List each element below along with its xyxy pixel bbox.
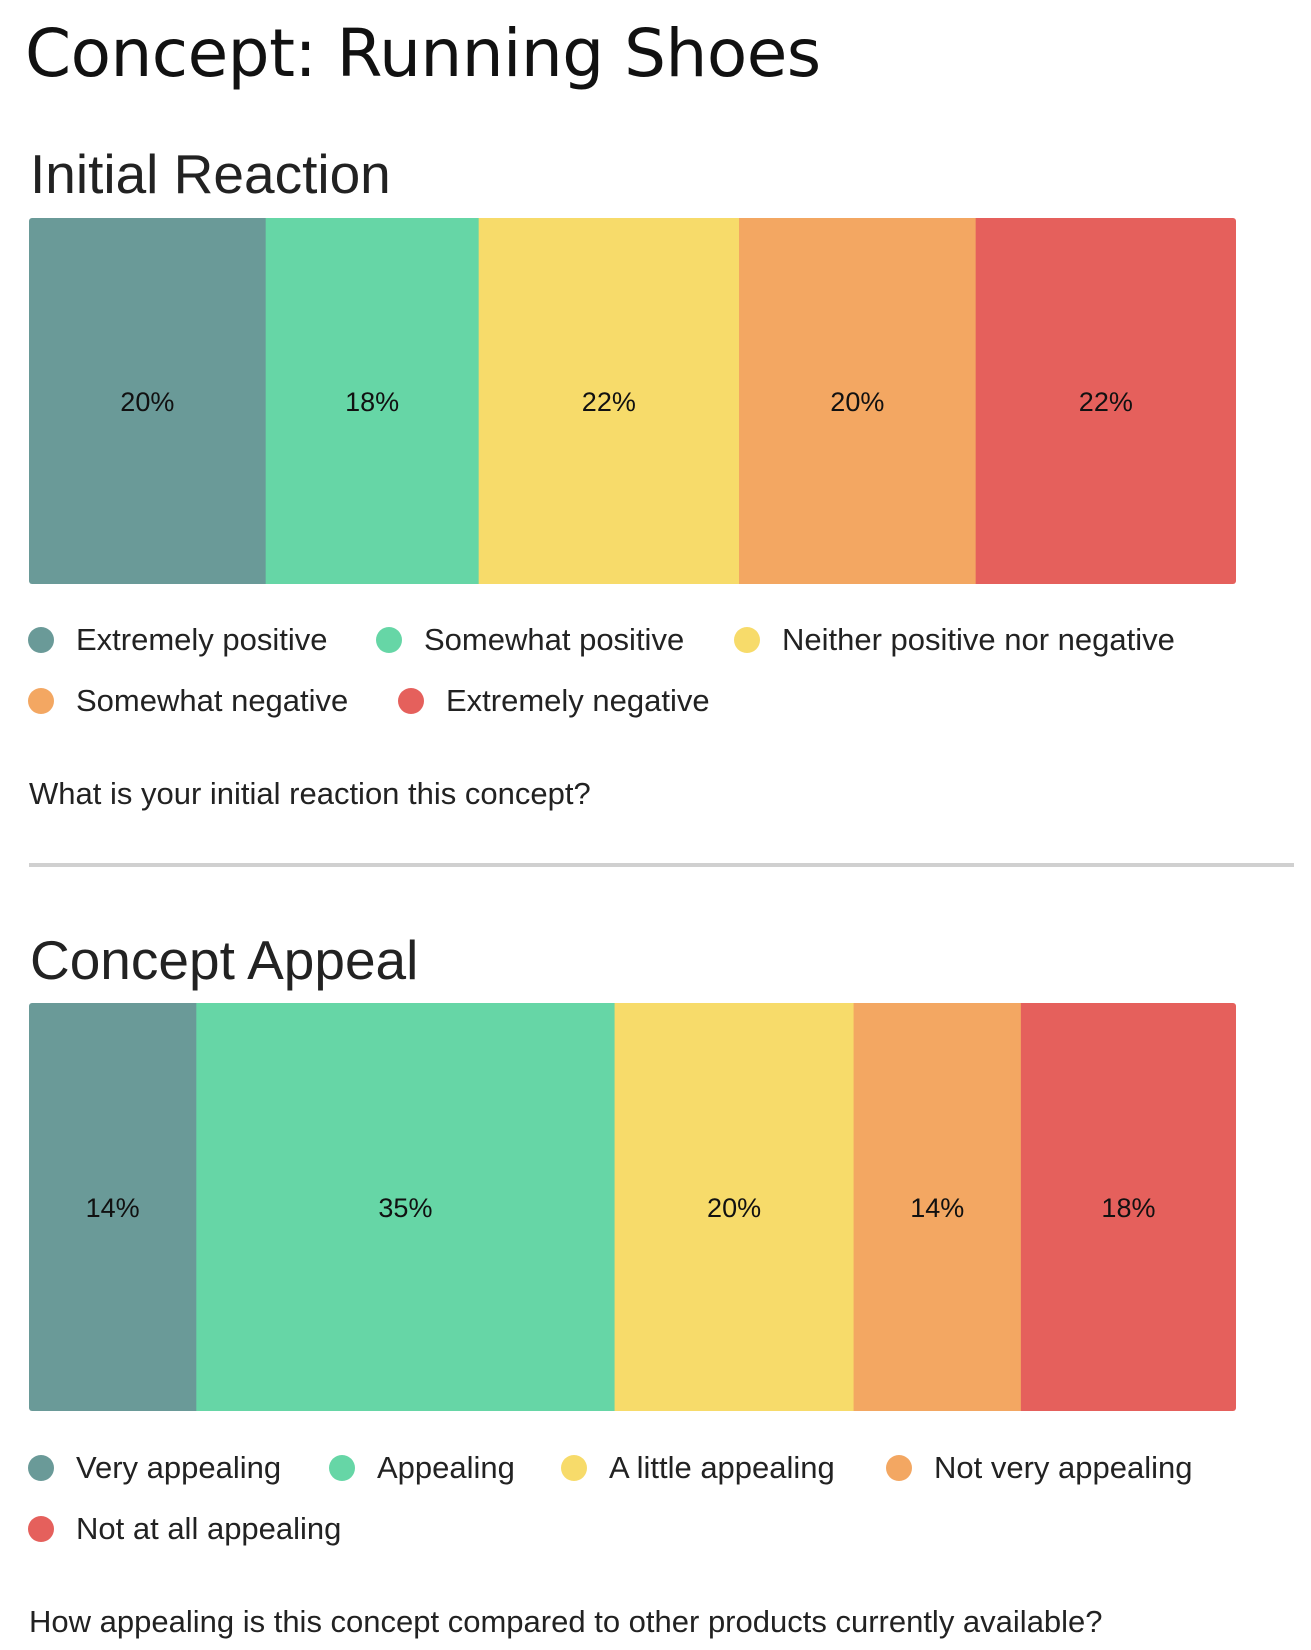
data-label-not-at-all-appealing: 18%: [1101, 1193, 1155, 1223]
data-label-extremely-negative: 22%: [1079, 387, 1133, 417]
legend-item-somewhat-negative[interactable]: Somewhat negative: [28, 681, 348, 721]
legend-label: Extremely positive: [76, 622, 328, 657]
data-label-very-appealing: 14%: [86, 1193, 140, 1223]
legend-item-a-little-appealing[interactable]: A little appealing: [561, 1448, 835, 1488]
legend-dot-icon: [28, 1455, 54, 1481]
initial-reaction-question: What is your initial reaction this conce…: [29, 776, 591, 811]
data-label-not-very-appealing: 14%: [910, 1193, 964, 1223]
legend-item-extremely-negative[interactable]: Extremely negative: [398, 681, 710, 721]
legend-label: Neither positive nor negative: [782, 622, 1175, 657]
page-title: Concept: Running Shoes: [25, 15, 821, 92]
legend-item-somewhat-positive[interactable]: Somewhat positive: [376, 620, 684, 660]
bar-segment-neither-positive-nor-negative[interactable]: [478, 218, 740, 584]
section-divider: [29, 863, 1294, 867]
data-label-extremely-positive: 20%: [120, 387, 174, 417]
legend-label: Very appealing: [76, 1450, 282, 1485]
concept-appeal-stacked-bar: 14% 35% 20% 14% 18%: [29, 1003, 1236, 1411]
concept-appeal-title: Concept Appeal: [30, 929, 419, 991]
legend-label: Not very appealing: [934, 1450, 1193, 1485]
legend-label: Appealing: [377, 1450, 515, 1485]
data-label-a-little-appealing: 20%: [707, 1193, 761, 1223]
legend-item-neither-positive-nor-negative[interactable]: Neither positive nor negative: [734, 620, 1175, 660]
legend-item-extremely-positive[interactable]: Extremely positive: [28, 620, 328, 660]
data-label-somewhat-positive: 18%: [345, 387, 399, 417]
legend-item-not-very-appealing[interactable]: Not very appealing: [886, 1448, 1193, 1488]
bar-segment-extremely-positive[interactable]: [29, 218, 267, 584]
initial-reaction-title: Initial Reaction: [30, 143, 391, 205]
initial-reaction-stacked-bar: 20% 18% 22% 20% 22%: [29, 218, 1236, 584]
legend-dot-icon: [886, 1455, 912, 1481]
initial-reaction-bar-svg: 20% 18% 22% 20% 22%: [29, 218, 1236, 584]
bar-segment-somewhat-negative[interactable]: [739, 218, 977, 584]
legend-dot-icon: [329, 1455, 355, 1481]
bar-segment-appealing[interactable]: [196, 1003, 616, 1411]
bar-segment-not-at-all-appealing[interactable]: [1020, 1003, 1236, 1411]
legend-label: Somewhat negative: [76, 683, 349, 718]
data-label-appealing: 35%: [378, 1193, 432, 1223]
bar-segment-a-little-appealing[interactable]: [614, 1003, 855, 1411]
legend-dot-icon: [561, 1455, 587, 1481]
legend-dot-icon: [734, 627, 760, 653]
legend-item-not-at-all-appealing[interactable]: Not at all appealing: [28, 1509, 341, 1549]
bar-segment-not-very-appealing[interactable]: [853, 1003, 1022, 1411]
legend-label: Extremely negative: [446, 683, 710, 718]
data-label-neither-positive-nor-negative: 22%: [582, 387, 636, 417]
data-label-somewhat-negative: 20%: [830, 387, 884, 417]
legend-label: Not at all appealing: [76, 1511, 342, 1546]
concept-appeal-bar-svg: 14% 35% 20% 14% 18%: [29, 1003, 1236, 1411]
concept-appeal-question: How appealing is this concept compared t…: [29, 1604, 1103, 1639]
legend-item-appealing[interactable]: Appealing: [329, 1448, 515, 1488]
legend-dot-icon: [28, 1516, 54, 1542]
legend-label: A little appealing: [609, 1450, 835, 1485]
legend-dot-icon: [28, 688, 54, 714]
legend-label: Somewhat positive: [424, 622, 685, 657]
bar-segment-extremely-negative[interactable]: [975, 218, 1236, 584]
legend-dot-icon: [28, 627, 54, 653]
legend-item-very-appealing[interactable]: Very appealing: [28, 1448, 281, 1488]
legend-dot-icon: [398, 688, 424, 714]
bar-segment-somewhat-positive[interactable]: [265, 218, 480, 584]
legend-dot-icon: [376, 627, 402, 653]
bar-segment-very-appealing[interactable]: [29, 1003, 197, 1411]
